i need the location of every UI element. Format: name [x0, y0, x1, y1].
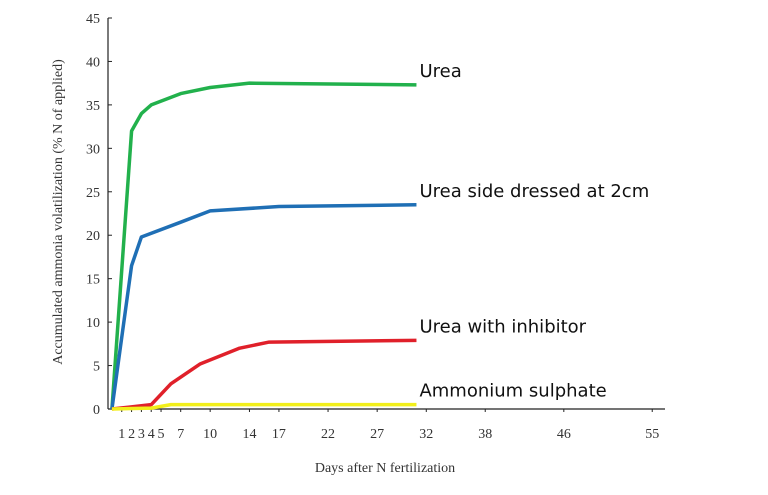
series-line [110, 203, 417, 410]
x-tick-label: 22 [321, 427, 335, 442]
y-tick-label: 25 [86, 186, 100, 201]
x-tick-label: 32 [419, 427, 433, 442]
y-tick-label: 20 [86, 229, 100, 244]
series-label: Urea side dressed at 2cm [419, 181, 649, 202]
y-tick-label: 30 [86, 142, 100, 157]
series-label: Urea with inhibitor [419, 316, 586, 337]
series-line [110, 81, 417, 410]
x-tick-label: 1 [118, 427, 125, 442]
y-axis-title: Accumulated ammonia volatilization (% N … [51, 59, 66, 365]
x-tick-label: 55 [645, 427, 659, 442]
y-tick-label: 15 [86, 273, 100, 288]
y-tick-label: 0 [93, 403, 100, 418]
series-line [111, 338, 417, 411]
x-tick-label: 14 [242, 427, 256, 442]
x-tick-label: 10 [203, 427, 217, 442]
x-tick-label: 27 [370, 427, 384, 442]
y-tick-label: 10 [86, 316, 100, 331]
x-tick-label: 46 [557, 427, 571, 442]
x-tick-label: 38 [478, 427, 492, 442]
y-tick-label: 5 [93, 360, 100, 375]
y-tick-label: 35 [86, 99, 100, 114]
y-tick-label: 40 [86, 55, 100, 70]
x-tick-label: 2 [128, 427, 135, 442]
x-tick-label: 3 [138, 427, 145, 442]
y-tick-label: 45 [86, 12, 100, 27]
series-label: Urea [419, 61, 461, 82]
x-tick-label: 7 [177, 427, 184, 442]
x-tick-label: 5 [158, 427, 165, 442]
x-tick-label: 4 [148, 427, 155, 442]
x-axis-title: Days after N fertilization [315, 461, 455, 476]
series-label: Ammonium sulphate [419, 381, 606, 402]
series-line [111, 402, 417, 411]
x-tick-label: 17 [272, 427, 286, 442]
